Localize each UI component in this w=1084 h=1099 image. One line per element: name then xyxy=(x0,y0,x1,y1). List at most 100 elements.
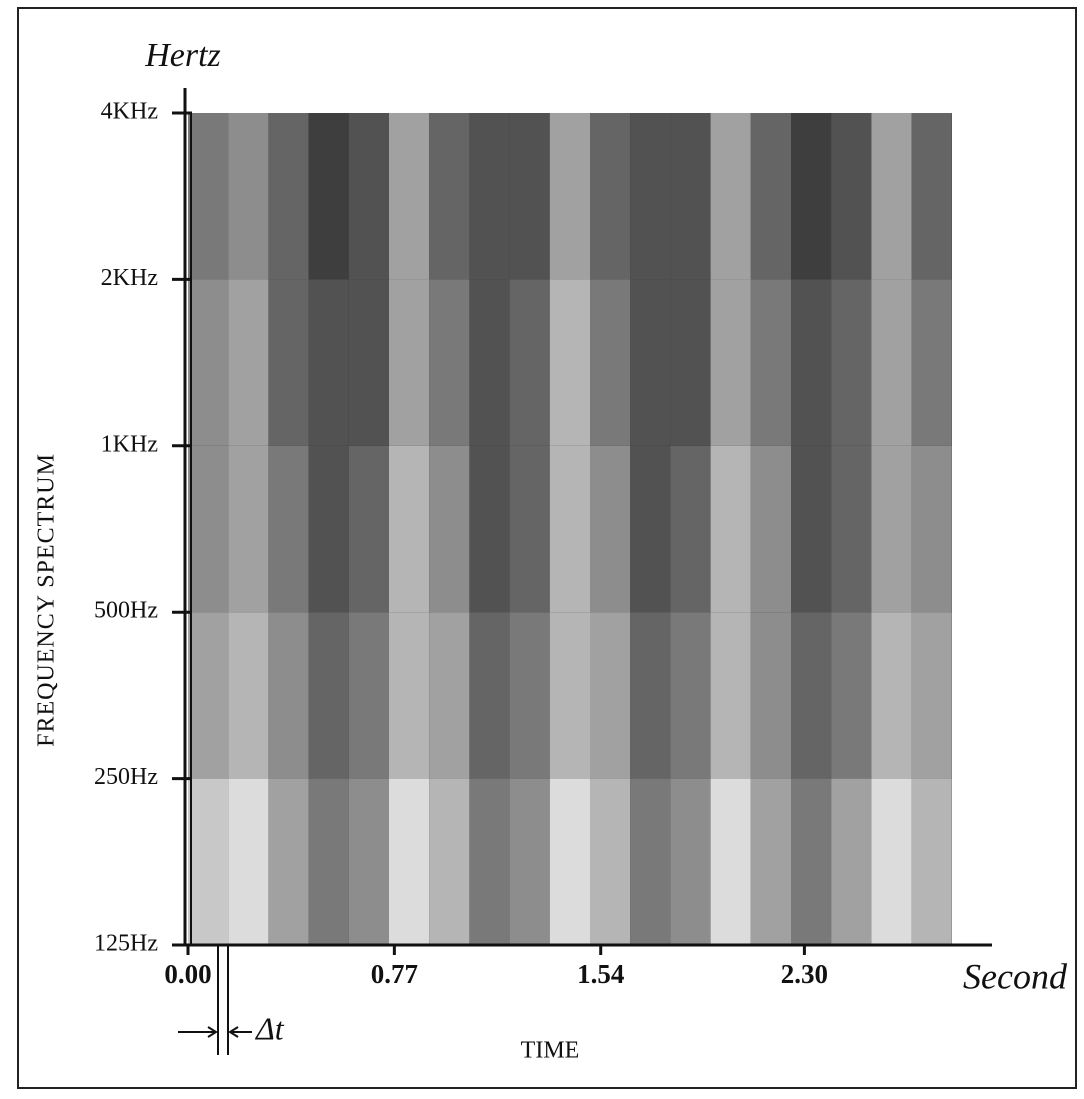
cell xyxy=(710,113,751,280)
cell xyxy=(228,113,269,280)
delta-arrows xyxy=(178,1026,252,1038)
cell xyxy=(911,445,952,613)
cell xyxy=(389,778,430,945)
cell xyxy=(630,113,671,280)
cell xyxy=(670,612,711,779)
cell xyxy=(831,612,872,779)
cell xyxy=(348,279,389,446)
cell xyxy=(871,113,912,280)
cell xyxy=(348,113,389,280)
cell xyxy=(188,445,229,613)
cell xyxy=(710,279,751,446)
cell xyxy=(389,612,430,779)
cell xyxy=(228,778,269,945)
cell xyxy=(871,279,912,446)
cell xyxy=(228,612,269,779)
cell xyxy=(791,778,832,945)
y-tick-label: 2KHz xyxy=(101,265,158,291)
cell xyxy=(871,778,912,945)
cell xyxy=(630,279,671,446)
cell xyxy=(630,778,671,945)
delta-label: Δt xyxy=(254,1010,285,1046)
cell xyxy=(228,279,269,446)
cell xyxy=(590,778,631,945)
cell xyxy=(348,612,389,779)
x-title: Second xyxy=(963,956,1068,996)
cell xyxy=(750,279,791,446)
y-tick-label: 250Hz xyxy=(94,764,158,790)
cell xyxy=(509,778,550,945)
cell xyxy=(268,279,309,446)
cell xyxy=(469,113,510,280)
cell xyxy=(630,445,671,613)
cell xyxy=(831,778,872,945)
cell xyxy=(389,113,430,280)
cell xyxy=(670,445,711,613)
y-tick-label: 1KHz xyxy=(101,431,158,457)
cell xyxy=(469,778,510,945)
cell xyxy=(791,445,832,613)
cell xyxy=(469,279,510,446)
cell xyxy=(831,113,872,280)
cell xyxy=(228,445,269,613)
y-tick-label: 4KHz xyxy=(101,99,158,125)
cell xyxy=(429,445,470,613)
cell xyxy=(268,113,309,280)
cell xyxy=(188,113,229,280)
cell xyxy=(429,279,470,446)
cell xyxy=(188,279,229,446)
cell xyxy=(630,612,671,779)
cell xyxy=(791,612,832,779)
x-tick-label: 0.77 xyxy=(371,959,418,989)
cell xyxy=(911,279,952,446)
cell xyxy=(871,445,912,613)
cell xyxy=(791,279,832,446)
cell xyxy=(750,445,791,613)
x-tick-label: 2.30 xyxy=(781,959,828,989)
cell xyxy=(549,778,590,945)
cell xyxy=(268,445,309,613)
x-axis-label: TIME xyxy=(521,1038,580,1064)
cell xyxy=(188,778,229,945)
cell xyxy=(750,778,791,945)
cell xyxy=(590,279,631,446)
x-tick-label: 1.54 xyxy=(577,959,624,989)
cell xyxy=(549,612,590,779)
cell xyxy=(750,612,791,779)
cell xyxy=(911,113,952,280)
cell xyxy=(268,778,309,945)
cell xyxy=(389,445,430,613)
y-tick-label: 500Hz xyxy=(94,598,158,624)
cell xyxy=(308,113,349,280)
cell xyxy=(549,113,590,280)
cell xyxy=(590,113,631,280)
cell xyxy=(911,612,952,779)
cell xyxy=(509,113,550,280)
cell xyxy=(509,279,550,446)
cell xyxy=(710,445,751,613)
cell xyxy=(348,778,389,945)
cell xyxy=(791,113,832,280)
cell xyxy=(750,113,791,280)
cell xyxy=(831,445,872,613)
cell xyxy=(268,612,309,779)
cell xyxy=(308,445,349,613)
cell xyxy=(670,113,711,280)
cell xyxy=(469,612,510,779)
cell xyxy=(670,279,711,446)
cell xyxy=(429,778,470,945)
cell xyxy=(710,612,751,779)
cell xyxy=(348,445,389,613)
cell xyxy=(831,279,872,446)
x-tick-label: 0.00 xyxy=(164,959,211,989)
cell xyxy=(710,778,751,945)
cell xyxy=(188,612,229,779)
cell xyxy=(509,612,550,779)
cell xyxy=(429,113,470,280)
cell xyxy=(670,778,711,945)
cell xyxy=(308,778,349,945)
cell xyxy=(308,279,349,446)
y-title: Hertz xyxy=(144,37,221,74)
